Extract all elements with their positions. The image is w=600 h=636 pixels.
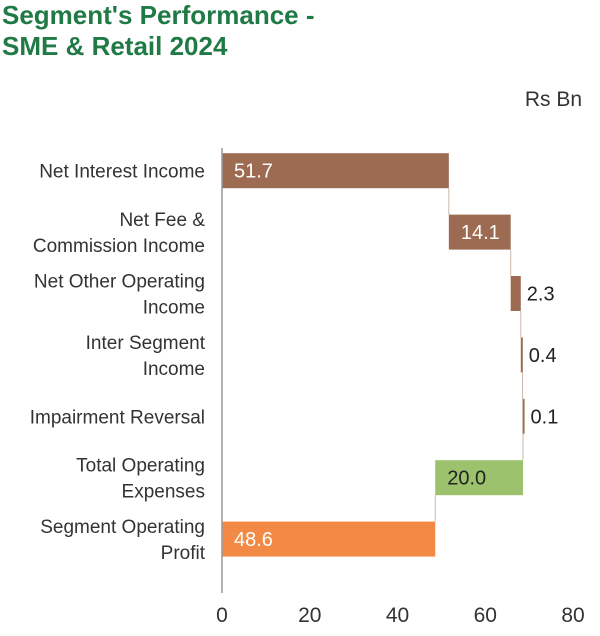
bar-1 xyxy=(448,214,511,250)
bar-6 xyxy=(222,521,436,557)
value-label-5: 20.0 xyxy=(447,468,486,490)
connectors-layer xyxy=(434,188,524,522)
unit-label: Rs Bn xyxy=(524,88,582,111)
x-tick-label-0: 0 xyxy=(216,604,228,627)
x-tick-label-1: 20 xyxy=(298,604,321,627)
bar-2 xyxy=(510,276,521,311)
category-labels: Net Interest Income Net Fee & Commission I… xyxy=(30,162,206,564)
category-label-1: Net Fee & Commission Income xyxy=(33,210,205,257)
x-tick-label-3: 60 xyxy=(474,604,497,627)
value-label-6: 48.6 xyxy=(234,529,273,551)
category-label-0: Net Interest Income xyxy=(39,162,205,183)
value-label-2: 2.3 xyxy=(527,284,555,306)
bars-layer xyxy=(222,153,525,557)
x-tick-label-2: 40 xyxy=(386,604,409,627)
bar-0 xyxy=(222,153,449,189)
category-label-3: Inter Segment Income xyxy=(86,333,206,380)
value-label-1: 14.1 xyxy=(461,222,500,244)
value-label-0: 51.7 xyxy=(234,161,273,183)
bar-3 xyxy=(520,337,523,373)
category-label-5: Total Operating Expenses xyxy=(76,456,205,503)
value-label-4: 0.1 xyxy=(531,406,559,428)
x-tick-label-4: 80 xyxy=(561,604,584,627)
chart-title: Segment's Performance - SME & Retail 202… xyxy=(2,0,315,61)
value-labels: 51.7 14.1 2.3 0.4 0.1 20.0 48.6 xyxy=(234,161,558,551)
category-label-2: Net Other Operating Income xyxy=(34,272,205,319)
x-axis-ticks: 0 20 40 60 80 xyxy=(216,604,585,627)
category-label-6: Segment Operating Profit xyxy=(40,517,205,564)
category-label-4: Impairment Reversal xyxy=(30,407,205,428)
bar-4 xyxy=(522,398,525,434)
value-label-3: 0.4 xyxy=(529,345,557,367)
bar-5 xyxy=(435,460,523,496)
